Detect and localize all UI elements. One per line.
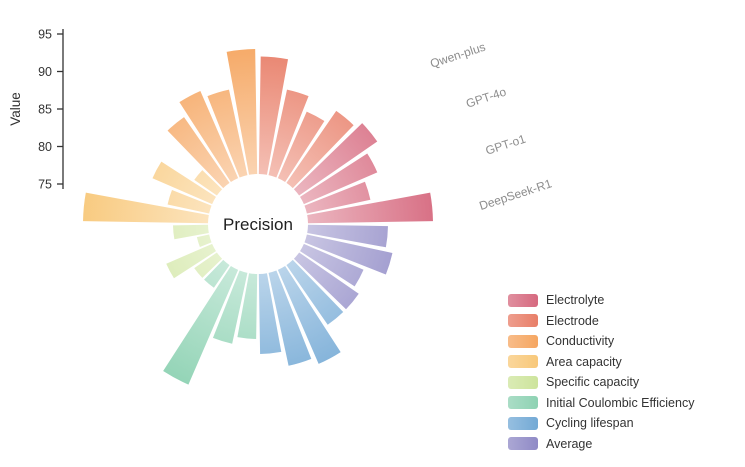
legend-swatch (508, 355, 538, 369)
bar-cycling-lifespan-gpt-4o (277, 266, 341, 364)
bar-initial-coulombic-efficiency-gpt-o1 (163, 266, 239, 385)
bar-electrode-deepseek-r1 (286, 110, 354, 189)
legend-label: Average (546, 436, 593, 451)
bar-electrode-qwen-plus (258, 56, 289, 175)
bar-cycling-lifespan-qwen-plus (286, 259, 344, 325)
legend-label: Area capacity (546, 354, 622, 369)
legend-swatch (508, 334, 538, 348)
bar-electrode-gpt-o1 (277, 111, 325, 182)
legend-label: Cycling lifespan (546, 416, 634, 431)
legend-label: Specific capacity (546, 375, 640, 390)
bar-specific-capacity-gpt-4o (166, 243, 216, 279)
model-label-qwen-plus: Qwen-plus (428, 40, 487, 71)
bar-specific-capacity-deepseek-r1 (173, 224, 209, 240)
legend-item-electrolyte: Electrolyte (508, 290, 694, 311)
bar-electrode-gpt-4o (268, 89, 309, 178)
axis-tick-90: 90 (38, 65, 52, 79)
legend-label: Electrolyte (546, 293, 605, 308)
bar-initial-coulombic-efficiency-deepseek-r1 (204, 259, 230, 288)
legend-item-area-capacity: Area capacity (508, 352, 694, 373)
bar-average-qwen-plus (307, 224, 388, 248)
bar-initial-coulombic-efficiency-qwen-plus (237, 273, 258, 339)
legend-label: Conductivity (546, 334, 615, 349)
bar-electrolyte-gpt-4o (300, 153, 378, 205)
bars (83, 49, 433, 385)
value-axis-label: Value (8, 92, 23, 126)
bar-area-capacity-gpt-o1 (152, 161, 216, 205)
legend-swatch (508, 375, 538, 389)
legend-item-electrode: Electrode (508, 311, 694, 332)
center-label: Precision (223, 215, 293, 234)
bar-conductivity-qwen-plus (167, 117, 230, 189)
bar-area-capacity-deepseek-r1 (194, 170, 223, 196)
model-label-gpt-o1: GPT-o1 (484, 132, 528, 158)
bar-initial-coulombic-efficiency-gpt-4o (212, 270, 248, 344)
legend: Electrolyte Electrode Conductivity Area cap… (508, 290, 694, 454)
bar-average-deepseek-r1 (293, 252, 359, 310)
legend-label: Electrode (546, 313, 599, 328)
axis-tick-85: 85 (38, 103, 52, 117)
legend-swatch (508, 314, 538, 328)
model-labels: Qwen-plus GPT-4o GPT-o1 DeepSeek-R1 (428, 40, 554, 213)
bar-electrolyte-qwen-plus (293, 123, 378, 196)
legend-swatch (508, 293, 538, 307)
axis-tick-75: 75 (38, 178, 52, 192)
bar-specific-capacity-qwen-plus (194, 252, 223, 278)
legend-item-initial-coulombic-efficiency: Initial Coulombic Efficiency (508, 393, 694, 414)
legend-item-specific-capacity: Specific capacity (508, 372, 694, 393)
legend-swatch (508, 437, 538, 451)
bar-electrolyte-gpt-o1 (304, 181, 371, 214)
bar-electrolyte-deepseek-r1 (307, 192, 433, 224)
bar-average-gpt-o1 (300, 243, 364, 287)
bar-conductivity-gpt-o1 (207, 89, 248, 178)
model-label-deepseek-r1: DeepSeek-R1 (478, 176, 554, 213)
bar-conductivity-gpt-4o (179, 90, 239, 182)
axis-tick-80: 80 (38, 140, 52, 154)
bar-area-capacity-qwen-plus (83, 192, 209, 224)
bar-area-capacity-gpt-4o (167, 189, 212, 214)
legend-item-conductivity: Conductivity (508, 331, 694, 352)
bar-cycling-lifespan-gpt-o1 (268, 270, 312, 366)
bar-cycling-lifespan-deepseek-r1 (258, 273, 282, 354)
legend-item-average: Average (508, 434, 694, 455)
model-label-gpt-4o: GPT-4o (464, 84, 508, 110)
bar-conductivity-deepseek-r1 (226, 49, 258, 175)
bar-average-gpt-4o (304, 234, 393, 275)
legend-label: Initial Coulombic Efficiency (546, 395, 695, 410)
legend-item-cycling-lifespan: Cycling lifespan (508, 413, 694, 434)
axis-tick-95: 95 (38, 28, 52, 42)
legend-swatch (508, 396, 538, 410)
legend-swatch (508, 416, 538, 430)
value-axis: 75 80 85 90 95 (38, 28, 64, 192)
bar-specific-capacity-gpt-o1 (196, 234, 212, 247)
